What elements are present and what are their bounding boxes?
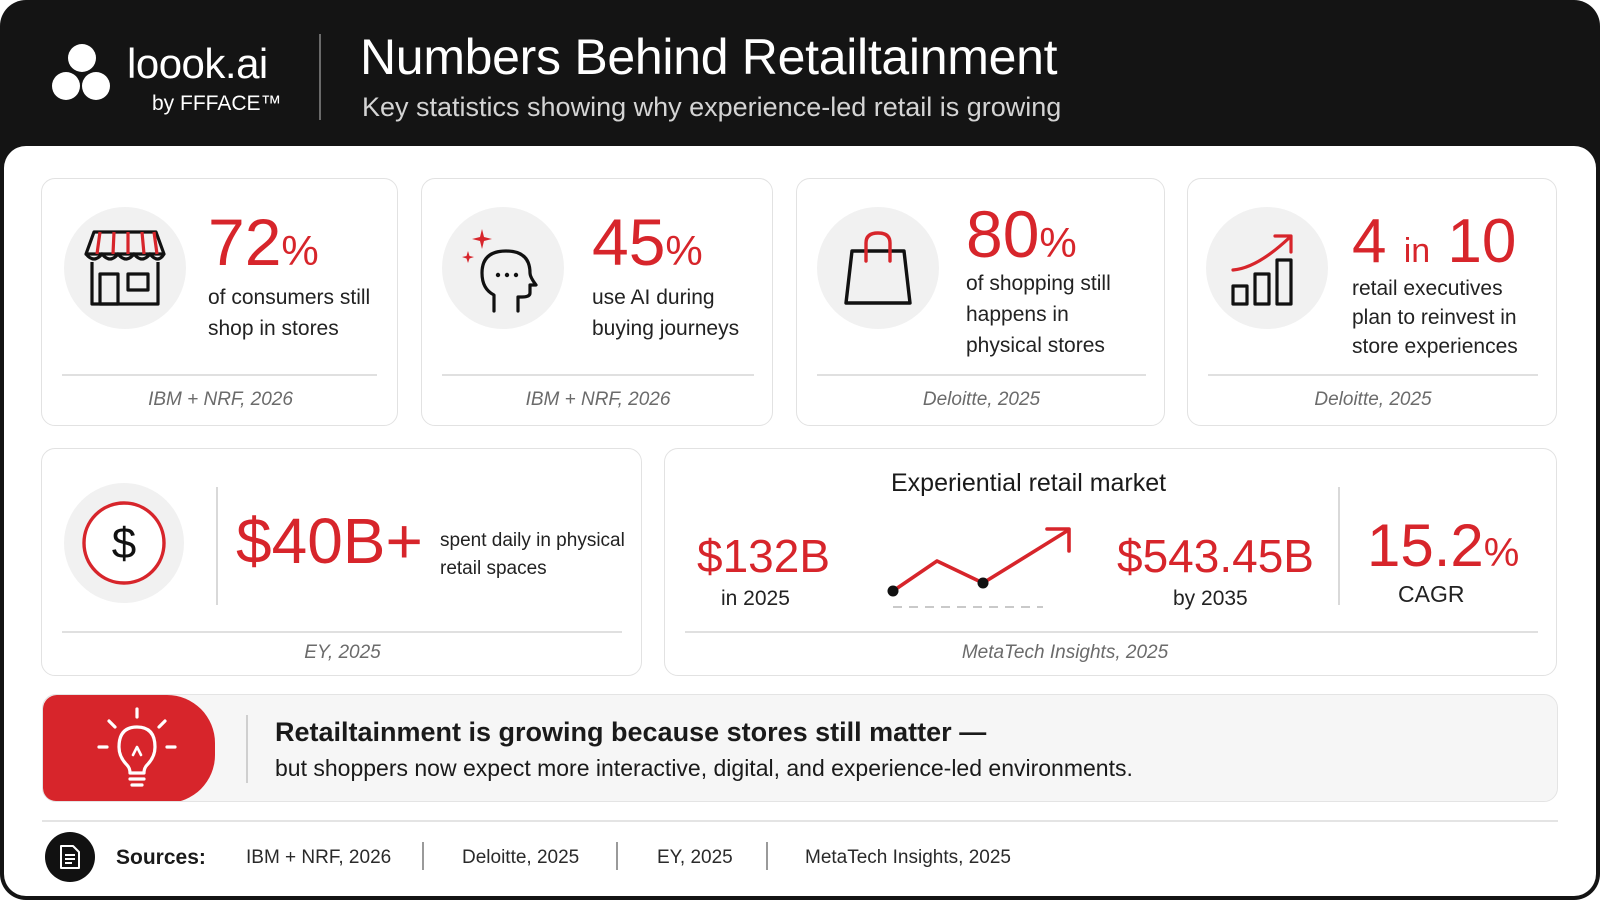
cagr-unit: %	[1483, 531, 1520, 575]
stat-card-executives: 4 in 10 retail executives plan to reinve…	[1187, 178, 1557, 426]
stat-card-ai-usage: 45% use AI during buying journeys IBM + …	[421, 178, 773, 426]
stat-description-consumers: of consumers still shop in stores	[208, 286, 371, 340]
market-card: Experiential retail market $132B in 2025…	[664, 448, 1557, 676]
stat-source-daily-spend: EY, 2025	[304, 642, 381, 663]
sources-divider	[42, 820, 1558, 822]
card-divider	[442, 374, 754, 376]
stat-description-daily-spend: spent daily in physical retail spaces	[440, 530, 625, 579]
stat-value-daily-spend: $40B+	[236, 505, 423, 577]
stat-source-executives: Deloitte, 2025	[1314, 389, 1432, 410]
stat-value-executives: 4 in 10	[1352, 211, 1516, 273]
stat-unit: %	[665, 227, 703, 274]
source-item: IBM + NRF, 2026	[246, 847, 392, 868]
brand-byline: by FFFACE™	[152, 92, 282, 115]
header: loook.ai by FFFACE™ Numbers Behind Retai…	[0, 0, 1600, 146]
ai-head-icon	[442, 207, 564, 329]
market-start-value: $132B	[697, 530, 831, 582]
stat-card-physical-shopping: 80% of shopping still happens in physica…	[796, 178, 1165, 426]
market-start-caption: in 2025	[721, 587, 790, 610]
card-divider	[62, 374, 377, 376]
growth-chart-icon	[1206, 207, 1328, 329]
banner-divider	[246, 715, 248, 783]
source-separator	[616, 842, 618, 870]
svg-text:$: $	[112, 519, 136, 568]
stat-description-ai-usage: use AI during buying journeys	[592, 286, 740, 340]
stat-number-2: 10	[1447, 207, 1517, 276]
lightbulb-icon	[97, 707, 177, 787]
dollar-icon: $	[64, 483, 184, 603]
sources-label: Sources:	[116, 846, 206, 869]
stat-unit: in	[1403, 232, 1431, 270]
brand-name: loook.ai	[127, 40, 268, 87]
banner-body: but shoppers now expect more interactive…	[275, 755, 1133, 781]
card-divider	[685, 631, 1538, 633]
stat-card-consumers: 72% of consumers still shop in stores IB…	[41, 178, 398, 426]
card-divider	[1208, 374, 1538, 376]
stat-unit: %	[281, 227, 319, 274]
stat-description-physical-shopping: of shopping still happens in physical st…	[966, 272, 1111, 357]
stat-value-physical-shopping: 80%	[966, 201, 1077, 267]
market-trend-icon	[887, 527, 1071, 608]
stat-number: 80	[966, 197, 1040, 271]
stat-number: 72	[208, 205, 282, 279]
market-cagr-label: CAGR	[1398, 581, 1465, 607]
source-item: Deloitte, 2025	[462, 847, 580, 868]
market-source: MetaTech Insights, 2025	[961, 642, 1169, 663]
stat-source-physical-shopping: Deloitte, 2025	[922, 389, 1041, 410]
stat-description-executives: retail executives plan to reinvest in st…	[1352, 277, 1518, 358]
market-cagr-value: 15.2%	[1367, 511, 1519, 580]
document-icon	[45, 832, 95, 882]
banner-headline: Retailtainment is growing because stores…	[275, 717, 987, 747]
logo-mark-icon	[52, 44, 112, 102]
stat-card-daily-spend: $ $40B+ spent daily in physical retail s…	[41, 448, 642, 676]
insight-banner: Retailtainment is growing because stores…	[42, 694, 1558, 802]
stat-number: 4	[1352, 207, 1387, 276]
market-end-value: $543.45B	[1117, 530, 1314, 582]
card-vertical-divider	[1338, 487, 1340, 605]
stat-value-consumers: 72%	[208, 209, 319, 275]
shopping-bag-icon	[817, 207, 939, 329]
header-divider	[319, 34, 321, 120]
stat-source-ai-usage: IBM + NRF, 2026	[525, 389, 671, 410]
market-title: Experiential retail market	[891, 469, 1167, 497]
market-end-caption: by 2035	[1173, 587, 1248, 610]
source-separator	[422, 842, 424, 870]
stat-value-ai-usage: 45%	[592, 209, 703, 275]
page-subtitle: Key statistics showing why experience-le…	[362, 92, 1062, 122]
stat-source-consumers: IBM + NRF, 2026	[148, 389, 293, 410]
stat-number: 45	[592, 205, 666, 279]
stat-unit: %	[1039, 219, 1077, 266]
banner-accent	[43, 695, 215, 801]
card-divider	[817, 374, 1146, 376]
card-divider	[62, 631, 622, 633]
cagr-number: 15.2	[1367, 512, 1484, 579]
page-title: Numbers Behind Retailtainment	[360, 29, 1058, 85]
card-vertical-divider	[216, 487, 218, 605]
storefront-icon	[64, 207, 186, 329]
source-separator	[766, 842, 768, 870]
source-item: MetaTech Insights, 2025	[805, 847, 1011, 868]
source-item: EY, 2025	[657, 847, 733, 868]
